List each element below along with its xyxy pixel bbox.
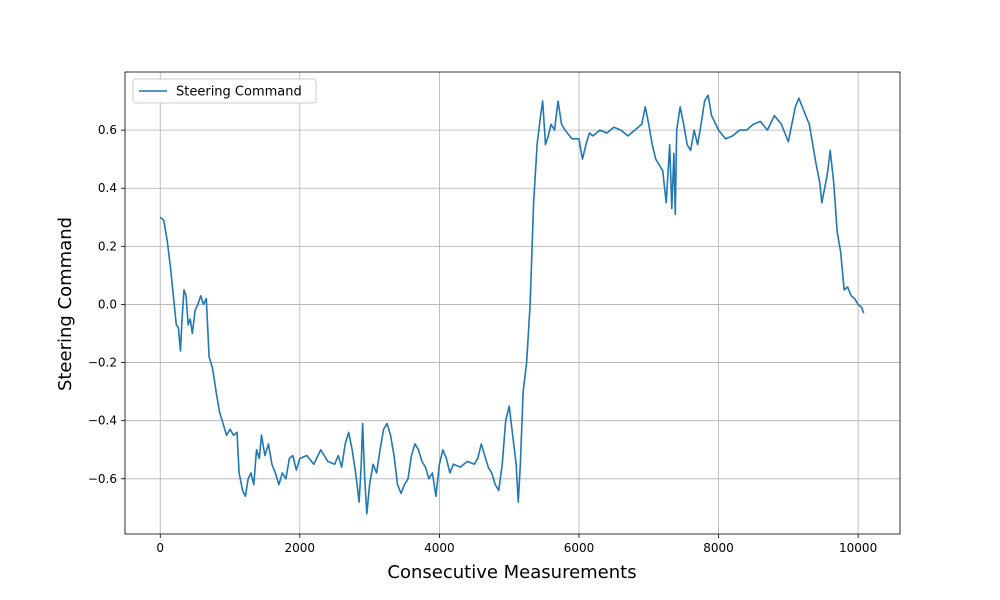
x-tick-label: 4000	[424, 541, 455, 555]
y-tick-label: 0.2	[98, 239, 117, 253]
data-line	[159, 94, 865, 515]
plot-frame	[124, 71, 901, 535]
y-tick-label: −0.2	[88, 356, 117, 370]
x-tick-label: 10000	[839, 541, 877, 555]
y-tick-label: −0.4	[88, 414, 117, 428]
legend-label: Steering Command	[176, 85, 302, 100]
x-tick-label: 2000	[285, 541, 316, 555]
x-axis-label: Consecutive Measurements	[387, 562, 636, 583]
y-tick-label: 0.4	[98, 181, 117, 195]
y-axis-label: Steering Command	[55, 217, 76, 391]
legend: Steering Command	[132, 78, 317, 104]
y-tick-label: −0.6	[88, 472, 117, 486]
x-tick-label: 8000	[703, 541, 734, 555]
x-tick-label: 0	[156, 541, 164, 555]
x-tick-label: 6000	[564, 541, 595, 555]
y-tick-label: 0.6	[98, 123, 117, 137]
y-tick-label: 0.0	[98, 297, 117, 311]
legend-box	[132, 78, 317, 104]
